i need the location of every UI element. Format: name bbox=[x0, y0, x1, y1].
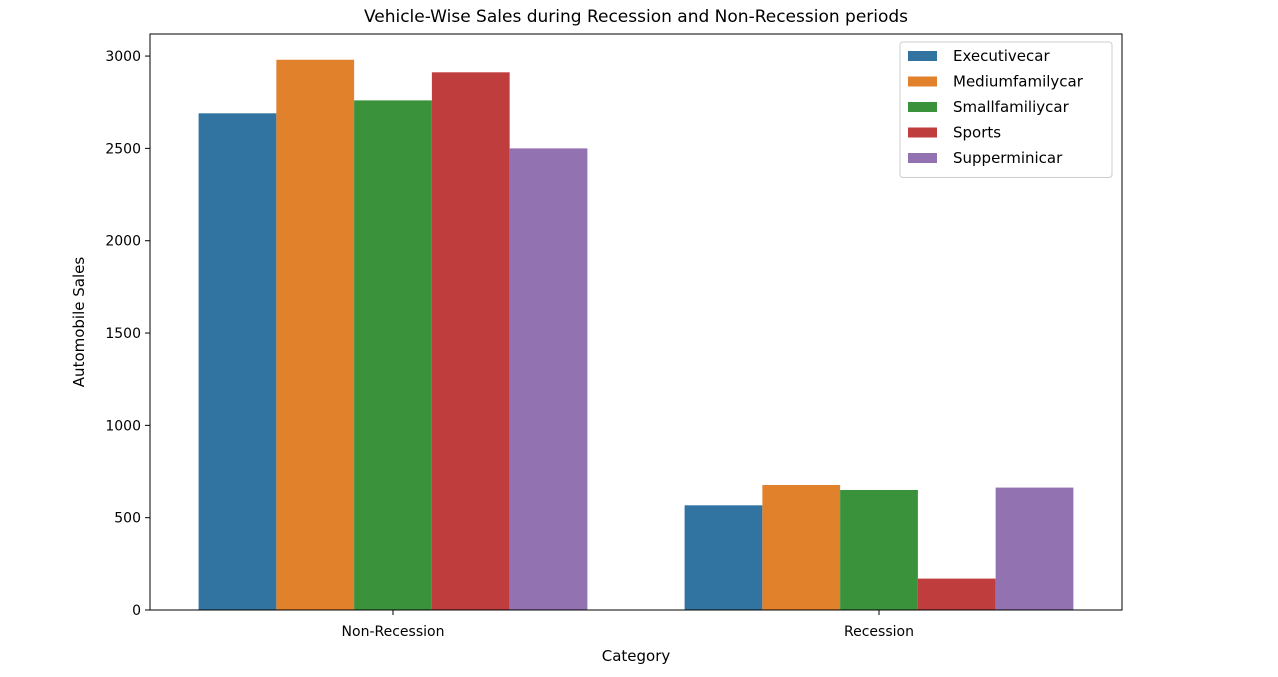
bar-smallfamiliycar-recession bbox=[840, 489, 918, 610]
legend-label-executivecar: Executivecar bbox=[953, 47, 1050, 65]
y-tick-label: 1500 bbox=[105, 326, 141, 342]
y-tick-label: 2000 bbox=[105, 234, 141, 250]
bar-mediumfamilycar-recession bbox=[762, 484, 841, 610]
bar-executivecar-recession bbox=[684, 505, 763, 610]
y-tick-label: 500 bbox=[114, 511, 141, 527]
bar-supperminicar-non-recession bbox=[509, 148, 588, 610]
legend-label-mediumfamilycar: Mediumfamilycar bbox=[953, 73, 1084, 91]
legend-swatch-smallfamiliycar bbox=[908, 102, 937, 112]
bar-sports-non-recession bbox=[431, 72, 510, 610]
x-axis: Non-Recession Recession bbox=[342, 610, 914, 640]
legend-swatch-supperminicar bbox=[908, 153, 937, 163]
y-tick-label: 1000 bbox=[105, 418, 141, 434]
plot-frame bbox=[149, 33, 1123, 611]
legend-swatch-sports bbox=[908, 127, 937, 138]
bar-supperminicar-recession bbox=[995, 487, 1074, 610]
legend-box bbox=[899, 41, 1113, 178]
chart-title: Vehicle-Wise Sales during Recession and … bbox=[364, 7, 908, 27]
legend-label-smallfamiliycar: Smallfamiliycar bbox=[953, 98, 1070, 116]
legend-swatch-mediumfamilycar bbox=[908, 76, 937, 87]
y-tick-label: 2500 bbox=[105, 141, 141, 157]
legend-label-supperminicar: Supperminicar bbox=[953, 149, 1063, 167]
legend: Executivecar Mediumfamilycar Smallfamiliyc… bbox=[899, 41, 1113, 178]
legend-label-sports: Sports bbox=[953, 124, 1001, 142]
y-tick-label: 0 bbox=[132, 603, 141, 619]
y-axis-label: Automobile Sales bbox=[70, 257, 88, 388]
bar-smallfamiliycar-non-recession bbox=[354, 100, 432, 610]
y-tick-label: 3000 bbox=[105, 49, 141, 65]
bars-group bbox=[198, 59, 1074, 611]
bar-mediumfamilycar-non-recession bbox=[276, 59, 355, 611]
y-axis: 0 500 1000 1500 2000 2500 3000 bbox=[105, 49, 150, 619]
bar-sports-recession bbox=[917, 578, 996, 610]
x-tick-label: Recession bbox=[844, 624, 914, 640]
legend-swatch-executivecar bbox=[908, 51, 937, 61]
x-tick-label: Non-Recession bbox=[342, 624, 445, 640]
x-axis-label: Category bbox=[602, 647, 671, 665]
bar-executivecar-non-recession bbox=[198, 113, 277, 611]
